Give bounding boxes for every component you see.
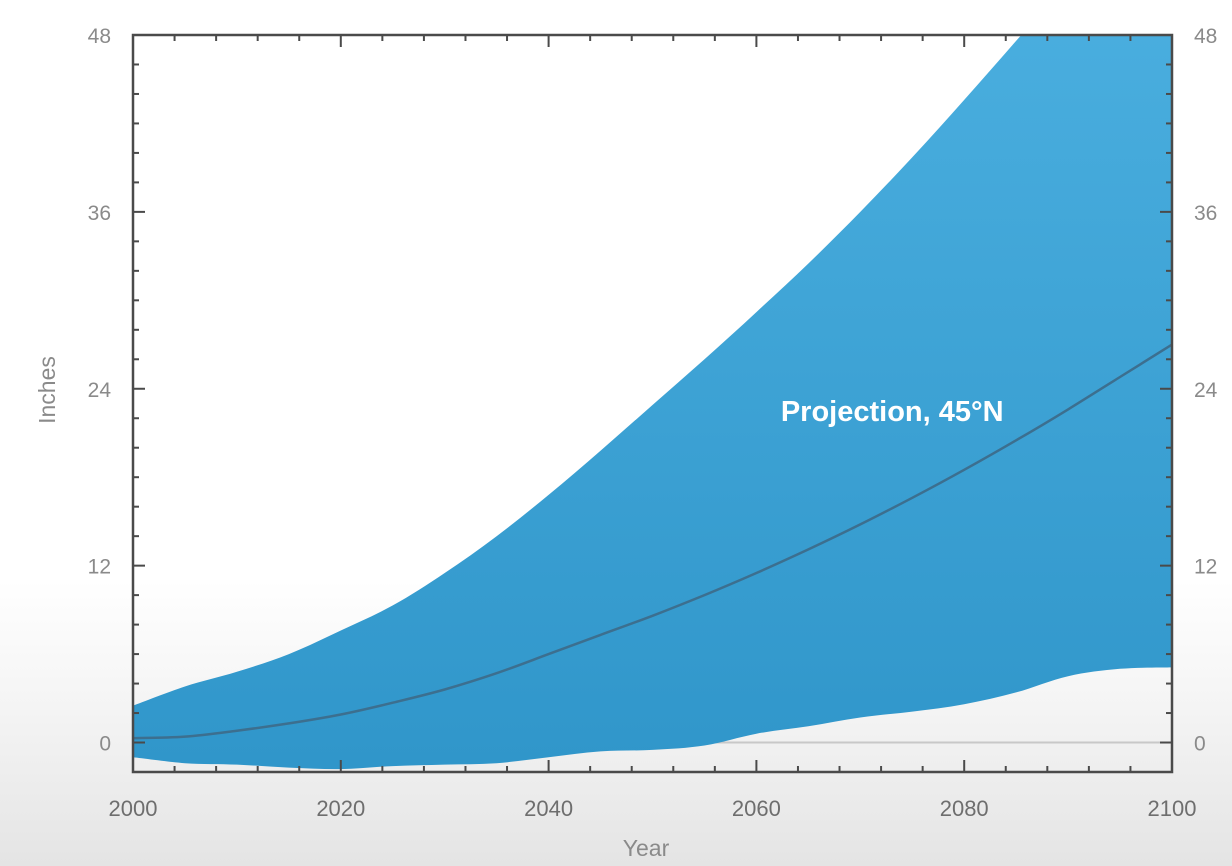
y-tick-label-right: 48 (1194, 25, 1217, 48)
projection-band-group (133, 35, 1172, 770)
plot-frame (131, 33, 1174, 774)
plot-frame-group (131, 33, 1174, 774)
y-tick-label-right: 0 (1194, 733, 1206, 756)
projection-range-band (133, 35, 1172, 770)
median-projection-line (133, 343, 1172, 740)
x-axis-label: Year (623, 835, 670, 861)
x-tick-label: 2000 (109, 796, 158, 821)
axis-ticks-group (132, 34, 1173, 773)
tick-labels-group: 2000 2020 2040 2060 2080 2100 0 0 12 12 24 24 36 36 48… (88, 25, 1218, 821)
y-tick-label-left: 12 (88, 556, 111, 579)
y-tick-label-left: 36 (88, 202, 111, 225)
y-tick-label-right: 24 (1194, 379, 1218, 402)
median-line-group (133, 343, 1172, 740)
y-tick-label-right: 12 (1194, 556, 1217, 579)
y-tick-label-left: 24 (88, 379, 112, 402)
y-tick-label-left: 48 (88, 25, 111, 48)
y-tick-label-right: 36 (1194, 202, 1217, 225)
x-tick-label: 2080 (940, 796, 989, 821)
x-tick-label: 2040 (524, 796, 573, 821)
y-axis-label: Inches (34, 356, 60, 424)
x-tick-label: 2020 (316, 796, 365, 821)
projection-annotation: Projection, 45°N (781, 396, 1004, 428)
y-tick-label-left: 0 (99, 733, 111, 756)
x-tick-label: 2100 (1148, 796, 1197, 821)
x-tick-label: 2060 (732, 796, 781, 821)
